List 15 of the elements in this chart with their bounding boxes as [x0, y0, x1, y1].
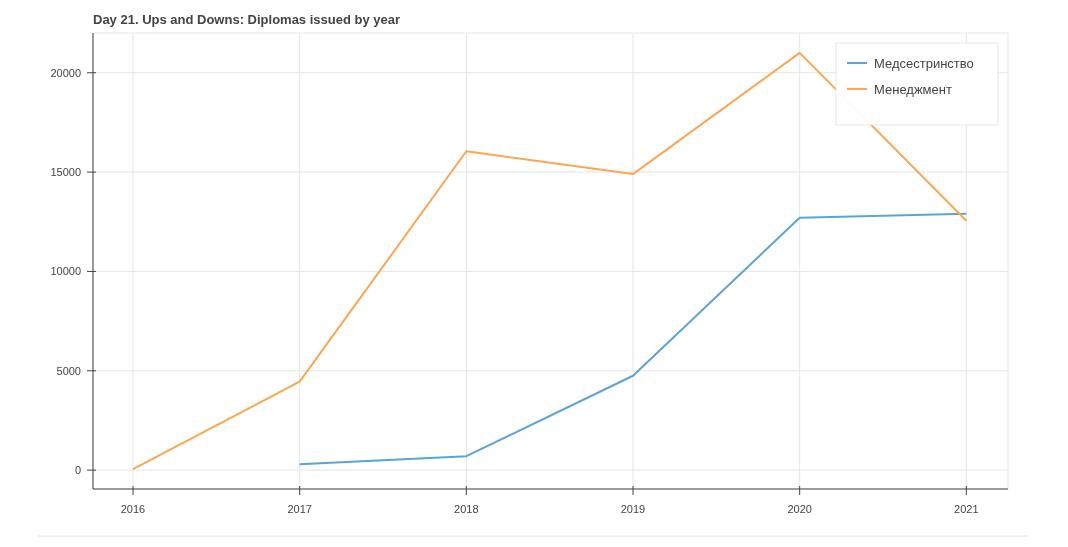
y-tick-label: 5000: [56, 364, 81, 377]
y-tick-label: 15000: [50, 166, 81, 179]
chart-title: Day 21. Ups and Downs: Diplomas issued by year: [93, 12, 401, 27]
y-tick-label: 0: [74, 464, 81, 477]
x-tick-label: 2017: [287, 503, 312, 515]
legend-label: Медсестринство: [874, 56, 974, 71]
x-tick-label: 2021: [954, 503, 979, 515]
x-tick-label: 2016: [120, 503, 146, 515]
line-series: [298, 212, 968, 466]
x-tick-label: 2019: [620, 503, 646, 515]
y-tick-label: 20000: [50, 66, 81, 79]
legend-label: Менеджмент: [874, 82, 952, 97]
x-tick-label: 2020: [787, 503, 812, 515]
y-tick-label: 10000: [50, 265, 81, 278]
x-tick-label: 2018: [454, 503, 479, 515]
